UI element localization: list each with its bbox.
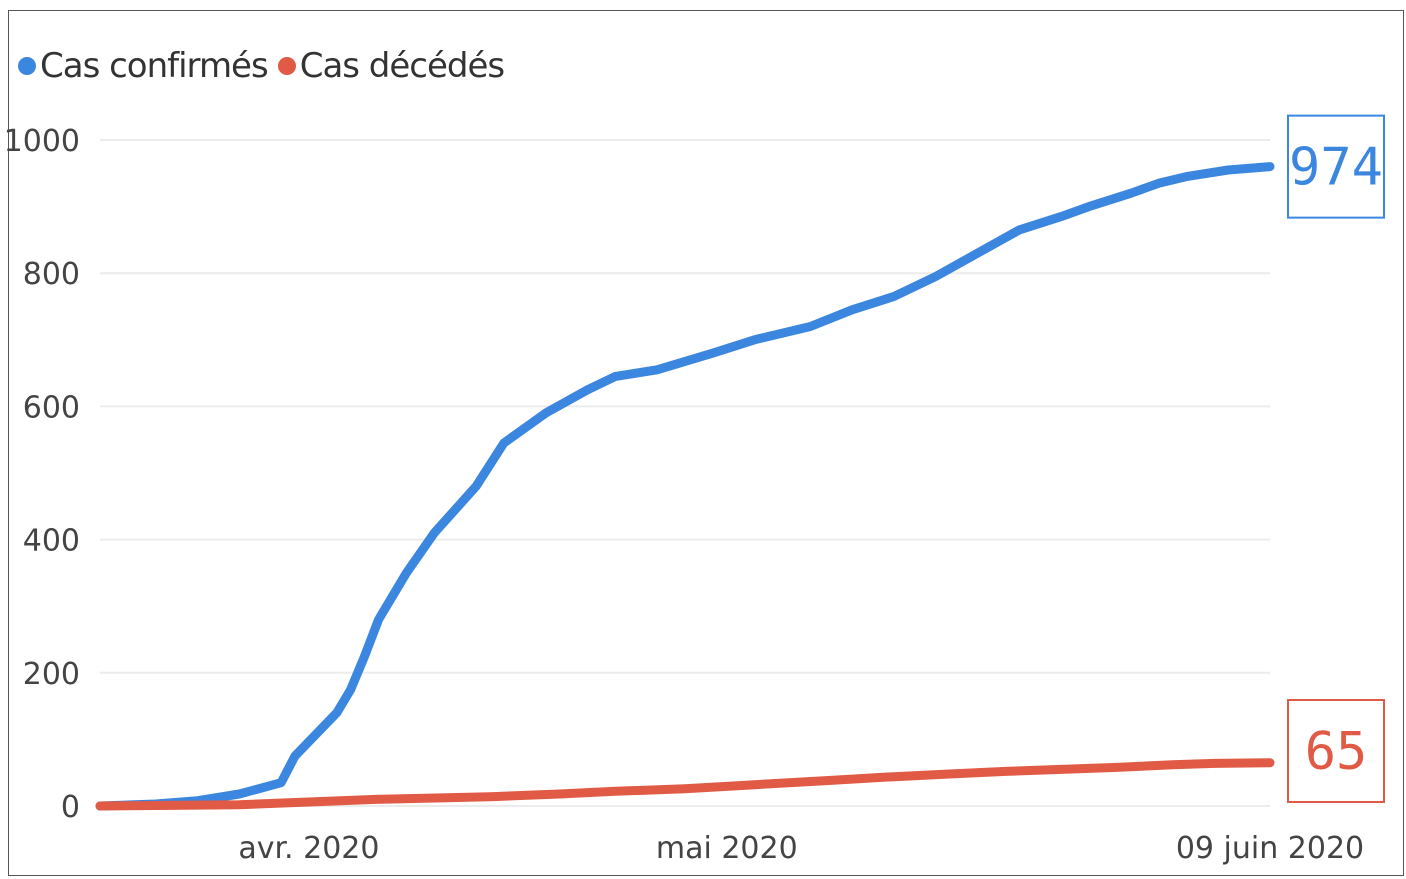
legend-item-confirmed: Cas confirmés (18, 46, 269, 86)
series-line-0 (95, 162, 1275, 811)
legend-item-deaths: Cas décédés (277, 46, 505, 86)
legend-label-deaths: Cas décédés (299, 46, 505, 86)
y-tick-label-400: 400 (23, 524, 80, 559)
y-tick-label-600: 600 (23, 390, 80, 425)
series-line-1 (95, 758, 1275, 811)
legend-dot-deaths (277, 57, 296, 75)
callout-box-1 (1287, 699, 1385, 803)
callout-value-0: 974 (1289, 138, 1383, 198)
y-tick-label-0: 0 (61, 790, 80, 825)
y-tick-label-1000: 1000 (4, 124, 80, 159)
x-tick-label-0: avr. 2020 (238, 831, 379, 866)
x-tick-label-1: mai 2020 (656, 831, 798, 866)
callout-value-1: 65 (1305, 722, 1368, 782)
callout-box-0 (1287, 114, 1385, 219)
y-tick-label-200: 200 (23, 657, 80, 692)
legend-dot-confirmed (18, 57, 36, 75)
x-tick-label-2: 09 juin 2020 (1176, 831, 1364, 866)
legend-label-confirmed: Cas confirmés (40, 46, 269, 86)
legend: Cas confirmés Cas décédés (18, 46, 510, 86)
chart-frame (8, 10, 1404, 876)
y-tick-label-800: 800 (23, 257, 80, 292)
